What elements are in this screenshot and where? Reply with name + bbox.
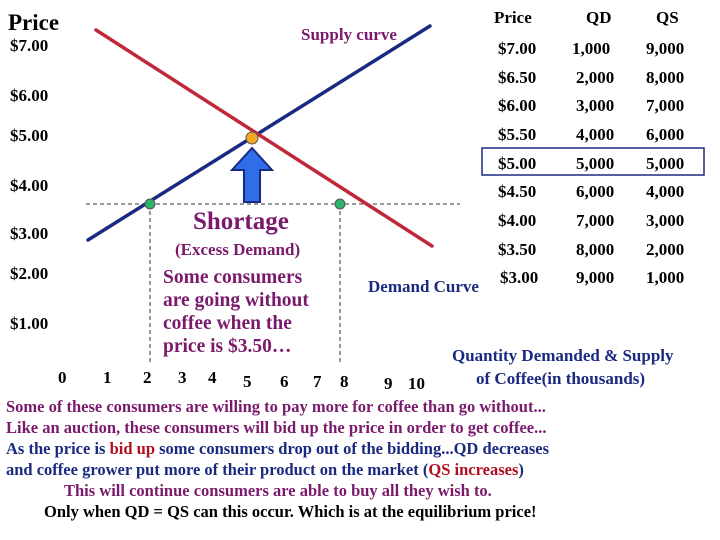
table-cell-price: $3.50 <box>498 240 537 259</box>
y-tick-label: $4.00 <box>10 176 49 195</box>
demand-curve-label: Demand Curve <box>368 277 479 296</box>
x-axis-label-line2: of Coffee(in thousands) <box>476 369 646 388</box>
table-cell-qs: 5,000 <box>646 154 685 173</box>
x-tick-label: 3 <box>178 368 187 387</box>
table-header-price: Price <box>494 8 532 27</box>
table-cell-qd: 8,000 <box>576 240 615 259</box>
table-cell-price: $4.50 <box>498 182 537 201</box>
price-quantity-table: Price QD QS $7.00 1,000 9,000 $6.50 2,000 8,0… <box>480 8 710 288</box>
table-cell-qd: 5,000 <box>576 154 615 173</box>
table-header-qd: QD <box>586 8 612 27</box>
explanation-fragment: As the price is <box>6 439 110 458</box>
x-tick-label: 4 <box>208 368 217 387</box>
explanation-line: This will continue consumers are able to… <box>64 481 492 500</box>
x-tick-label: 1 <box>103 368 112 387</box>
explanation-highlight: QS increases <box>428 460 519 479</box>
table-cell-price: $5.00 <box>498 154 537 173</box>
x-axis-label-line1: Quantity Demanded & Supply <box>452 346 674 365</box>
table-cell-qd: 2,000 <box>576 68 615 87</box>
up-arrow-shape <box>229 146 275 203</box>
table-cell-qs: 3,000 <box>646 211 685 230</box>
table-cell-qs: 8,000 <box>646 68 685 87</box>
y-tick-label: $1.00 <box>10 314 49 333</box>
shortage-note-line: coffee when the <box>163 313 292 334</box>
table-cell-price: $7.00 <box>498 39 537 58</box>
table-cell-qd: 7,000 <box>576 211 615 230</box>
table-cell-qd: 1,000 <box>572 39 611 58</box>
up-arrow-icon <box>229 146 275 203</box>
table-cell-price: $4.00 <box>498 211 537 230</box>
quantity-supplied-point <box>144 198 156 210</box>
shortage-title: Shortage <box>193 208 289 235</box>
x-tick-label: 7 <box>313 372 322 391</box>
x-tick-label: 9 <box>384 374 393 393</box>
table-cell-qd: 6,000 <box>576 182 615 201</box>
x-tick-label: 2 <box>143 368 152 387</box>
x-tick-label: 5 <box>243 372 252 391</box>
table-cell-qs: 6,000 <box>646 125 685 144</box>
x-tick-label: 6 <box>280 372 289 391</box>
table-cell-qs: 4,000 <box>646 182 685 201</box>
quantity-demanded-point <box>334 198 346 210</box>
y-tick-label: $5.00 <box>10 126 49 145</box>
demand-curve <box>94 28 434 248</box>
y-tick-label: 0 <box>58 368 67 387</box>
table-cell-qd: 4,000 <box>576 125 615 144</box>
table-cell-qs: 9,000 <box>646 39 685 58</box>
explanation-line: Like an auction, these consumers will bi… <box>6 418 547 437</box>
table-cell-qd: 3,000 <box>576 96 615 115</box>
table-cell-qd: 9,000 <box>576 268 615 287</box>
equilibrium-row-highlight <box>481 147 705 176</box>
shortage-subtitle: (Excess Demand) <box>175 240 301 259</box>
explanation-fragment: ) <box>518 460 524 479</box>
y-tick-label: $6.00 <box>10 86 49 105</box>
table-cell-qs: 1,000 <box>646 268 685 287</box>
shortage-note-line: are going without <box>163 290 309 311</box>
explanation-highlight: bid up <box>109 439 155 458</box>
x-tick-label: 10 <box>408 374 425 393</box>
explanation-fragment: and coffee grower put more of their prod… <box>6 460 429 479</box>
x-tick-label: 8 <box>340 372 349 391</box>
table-cell-qs: 2,000 <box>646 240 685 259</box>
explanation-text: Some of these consumers are willing to p… <box>6 396 718 522</box>
supply-curve-label: Supply curve <box>301 25 397 44</box>
explanation-fragment: some consumers drop out of the bidding..… <box>155 439 550 458</box>
shortage-note-line: Some consumers <box>163 267 303 288</box>
y-tick-label: $7.00 <box>10 36 49 55</box>
table-cell-price: $6.00 <box>498 96 537 115</box>
y-axis-label: Price <box>8 10 60 35</box>
equilibrium-row-box <box>481 147 705 176</box>
shortage-note: Some consumers are going without coffee … <box>163 266 309 358</box>
explanation-line: Only when QD = QS can this occur. Which … <box>44 502 537 521</box>
shortage-note-line: price is $3.50… <box>163 336 292 357</box>
chart-canvas <box>86 24 705 362</box>
explanation-line: Some of these consumers are willing to p… <box>6 397 546 416</box>
table-cell-price: $5.50 <box>498 125 537 144</box>
dashed-guides <box>86 203 460 362</box>
y-tick-label: $2.00 <box>10 264 49 283</box>
table-cell-price: $3.00 <box>500 268 539 287</box>
table-header-qs: QS <box>656 8 679 27</box>
explanation-line: As the price is bid up some consumers dr… <box>6 438 718 459</box>
chart-markers <box>144 131 346 210</box>
table-cell-price: $6.50 <box>498 68 537 87</box>
explanation-line: and coffee grower put more of their prod… <box>6 459 718 480</box>
equilibrium-point <box>245 131 259 145</box>
table-cell-qs: 7,000 <box>646 96 685 115</box>
y-tick-label: $3.00 <box>10 224 49 243</box>
